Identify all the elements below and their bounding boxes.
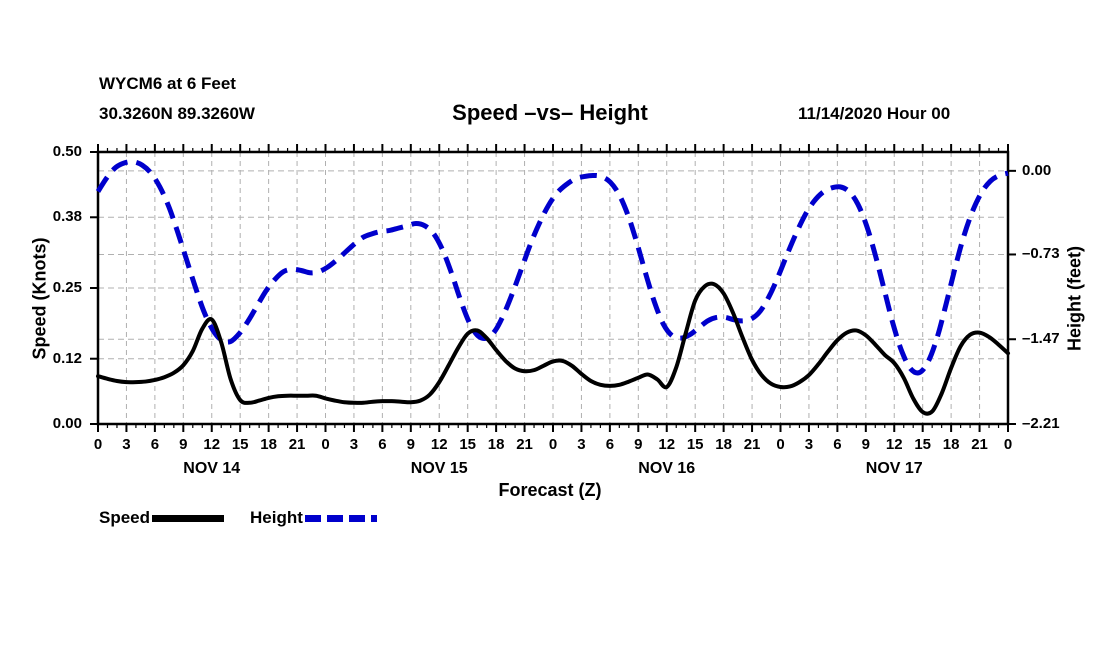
legend-swatch-speed — [152, 514, 225, 522]
x-tick-label: 21 — [971, 436, 988, 453]
x-tick-label: 21 — [288, 436, 306, 453]
x-axis-title: Forecast (Z) — [498, 480, 602, 500]
y-tick-label-right: 0.00 — [1022, 161, 1052, 179]
y-tick-label-right: –1.47 — [1022, 330, 1060, 348]
x-tick-label: 18 — [942, 436, 960, 453]
x-tick-label: 12 — [203, 436, 221, 453]
x-tick-label: 0 — [93, 436, 103, 453]
y-tick-label-left: 0.00 — [52, 415, 82, 432]
station-label: WYCM6 at 6 Feet — [99, 74, 236, 93]
x-tick-label: 3 — [349, 436, 359, 453]
x-tick-label: 15 — [459, 436, 477, 453]
height-series-line — [95, 159, 1009, 376]
y-tick-label-right: –0.73 — [1022, 245, 1060, 263]
x-axis-day-label: NOV 16 — [638, 460, 696, 477]
x-tick-label: 12 — [885, 436, 903, 453]
x-tick-label: 3 — [577, 436, 586, 453]
legend-swatch-height — [304, 514, 377, 522]
x-tick-label: 18 — [715, 436, 732, 453]
y-tick-label-left: 0.50 — [52, 143, 82, 160]
legend-label-height: Height — [250, 508, 303, 527]
model-run-label: 11/14/2020 Hour 00 — [798, 104, 951, 123]
y-tick-label-left: 0.12 — [52, 349, 82, 367]
chart-title: Speed –vs– Height — [452, 100, 648, 125]
x-tick-label: 9 — [634, 436, 643, 453]
y-tick-label-right: –2.21 — [1022, 415, 1060, 432]
x-tick-label: 9 — [861, 436, 870, 453]
plot-frame — [96, 150, 1010, 426]
x-tick-label: 18 — [487, 436, 505, 453]
x-tick-label: 9 — [406, 436, 415, 453]
chart-legend: Speed Height — [99, 505, 377, 531]
x-axis-day-label: NOV 17 — [865, 460, 923, 477]
x-tick-label: 3 — [804, 436, 814, 453]
x-tick-label: 21 — [743, 436, 761, 453]
legend-label-speed: Speed — [99, 508, 151, 527]
y-tick-label-left: 0.38 — [52, 208, 82, 226]
x-tick-label: 15 — [231, 436, 249, 453]
x-tick-label: 15 — [914, 436, 932, 453]
x-tick-label: 0 — [1003, 436, 1013, 453]
x-tick-label: 6 — [605, 436, 615, 453]
x-tick-label: 21 — [516, 436, 533, 453]
x-tick-label: 6 — [378, 436, 387, 453]
x-tick-label: 3 — [122, 436, 131, 453]
gridlines — [98, 152, 1008, 424]
x-tick-label: 12 — [430, 436, 448, 453]
x-tick-label: 18 — [260, 436, 277, 453]
y-tick-label-left: 0.25 — [52, 279, 82, 296]
x-tick-label: 15 — [686, 436, 704, 453]
x-tick-label: 0 — [321, 436, 330, 453]
x-tick-label: 9 — [179, 436, 188, 453]
speed-series-line — [96, 281, 1010, 416]
x-tick-label: 0 — [548, 436, 558, 453]
x-tick-label: 12 — [658, 436, 676, 453]
x-tick-label: 0 — [776, 436, 785, 453]
x-axis-day-label: NOV 14 — [183, 460, 241, 477]
coordinates-label: 30.3260N 89.3260W — [99, 104, 255, 123]
x-axis-day-label: NOV 15 — [410, 460, 468, 477]
x-tick-label: 6 — [150, 436, 160, 453]
x-tick-label: 6 — [833, 436, 842, 453]
